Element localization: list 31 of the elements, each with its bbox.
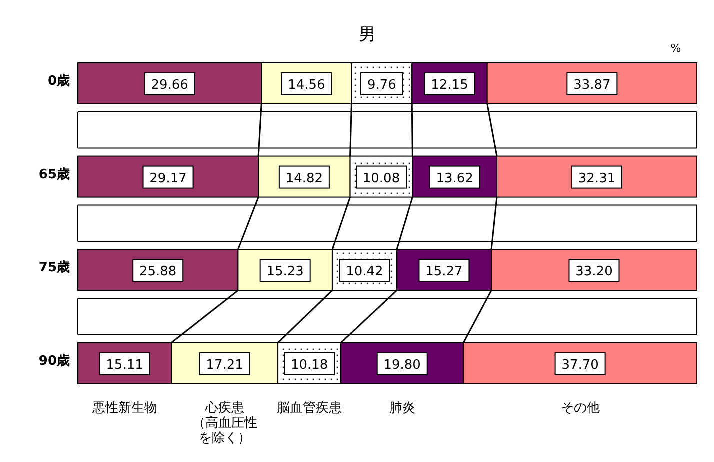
annotation: % — [670, 42, 682, 55]
data-label: 37.70 — [562, 358, 599, 373]
data-label: 15.11 — [106, 358, 144, 373]
y-tick-label: 90歳 — [38, 354, 70, 369]
data-label: 14.56 — [288, 78, 326, 93]
data-label: 12.15 — [431, 78, 468, 93]
y-tick-label: 0歳 — [48, 74, 70, 89]
data-label: 19.80 — [384, 358, 421, 373]
data-label: 25.88 — [139, 264, 177, 280]
data-label: 29.17 — [150, 171, 187, 186]
y-tick-label: 65歳 — [38, 167, 70, 182]
series-label: 悪性新生物 — [91, 400, 158, 416]
data-label: 32.31 — [578, 171, 616, 186]
data-label: 33.20 — [576, 264, 613, 280]
data-label: 10.42 — [346, 264, 384, 280]
data-label: 33.87 — [574, 78, 611, 93]
data-label: 14.82 — [286, 171, 324, 186]
series-label: その他 — [560, 400, 600, 416]
series-label: 心疾患（高血圧性を除く） — [192, 400, 258, 446]
chart-title: 男 — [359, 25, 376, 45]
data-label: 15.27 — [426, 264, 463, 280]
data-label: 29.66 — [151, 78, 188, 93]
data-label: 15.23 — [266, 264, 304, 280]
data-label: 9.76 — [367, 78, 396, 93]
data-label: 10.08 — [362, 171, 400, 186]
data-label: 17.21 — [206, 358, 244, 373]
series-label: 肺炎 — [389, 400, 416, 416]
data-label: 13.62 — [436, 171, 474, 186]
data-label: 10.18 — [290, 358, 328, 373]
series-label: 脳血管疾患 — [277, 400, 342, 416]
y-tick-label: 75歳 — [38, 260, 70, 276]
